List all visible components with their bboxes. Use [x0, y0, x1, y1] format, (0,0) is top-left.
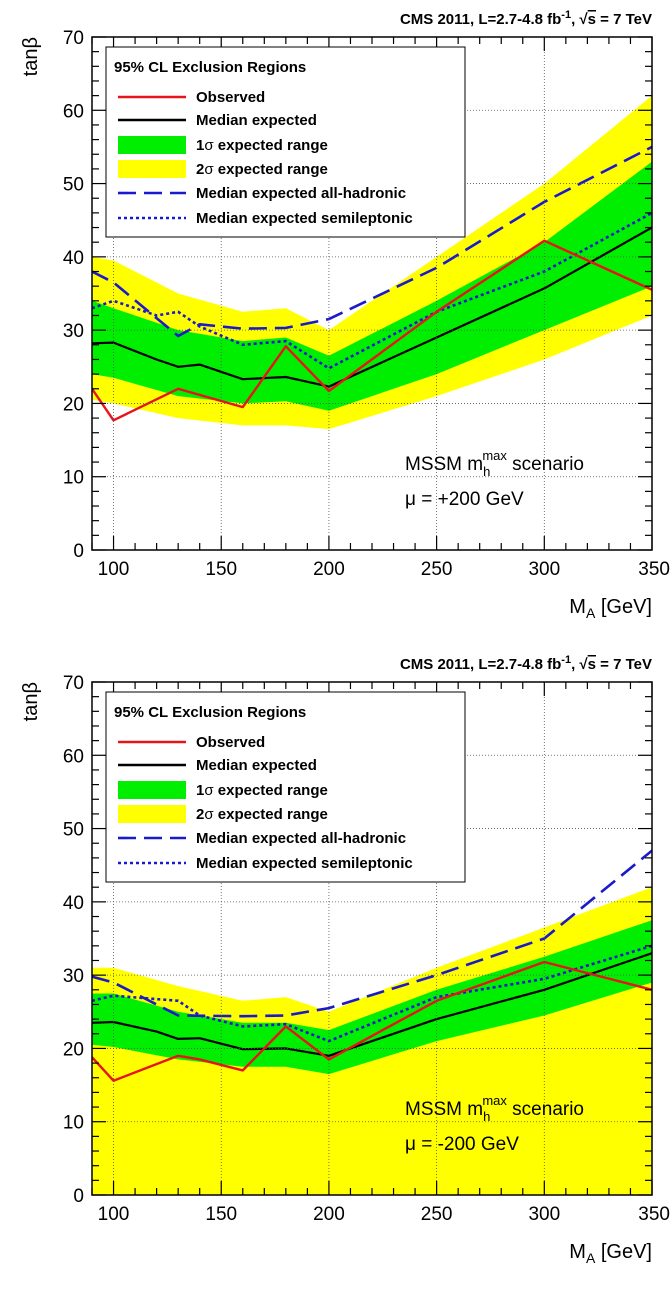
y-tick-label: 40	[63, 893, 84, 914]
x-tick-label: 300	[528, 559, 560, 580]
y-tick-label: 20	[63, 1039, 84, 1060]
mu-annotation: μ = -200 GeV	[405, 1134, 519, 1155]
all-hadronic-line	[92, 145, 652, 338]
legend: 95% CL Exclusion Regions Observed Median e…	[105, 691, 466, 883]
y-tick-label: 20	[63, 394, 84, 415]
legend-row-5-label: Median expected semileptonic	[196, 210, 413, 227]
legend-row-4-label: Median expected all-hadronic	[196, 185, 406, 202]
band-1sigma	[92, 161, 652, 411]
legend-row-2-swatch	[118, 136, 186, 154]
y-tick-label: 60	[63, 101, 84, 122]
x-tick-label: 200	[313, 559, 345, 580]
x-tick-label: 100	[98, 1204, 130, 1225]
y-tick-label: 40	[63, 248, 84, 269]
exclusion-plot-mu-plus-200: 100 150 200 250 300 350 0 10 20 30 40 50 60 70 CMS 201…	[20, 9, 670, 621]
axis-ticks	[91, 36, 653, 551]
legend-row-2-label: 1σ expected range	[196, 137, 328, 154]
semileptonic-line	[92, 211, 652, 370]
observed-line	[92, 239, 652, 422]
x-tick-label: 200	[313, 1204, 345, 1225]
y-tick-label: 60	[63, 746, 84, 767]
x-tick-label: 350	[638, 559, 670, 580]
x-tick-label: 300	[528, 1204, 560, 1225]
legend-row-0-label: Observed	[196, 734, 265, 751]
plot-area	[92, 849, 652, 1195]
y-tick-label: 70	[63, 673, 84, 694]
y-tick-label: 10	[63, 468, 84, 489]
legend-row-0-label: Observed	[196, 89, 265, 106]
y-tick-label: 50	[63, 820, 84, 841]
scenario-annotation: MSSM mhmax scenario	[405, 1093, 584, 1124]
y-tick-label: 70	[63, 28, 84, 49]
plot-header: CMS 2011, L=2.7-4.8 fb-1, √s = 7 TeV	[400, 9, 652, 28]
legend-row-5-label: Median expected semileptonic	[196, 855, 413, 872]
legend-row-4-label: Median expected all-hadronic	[196, 830, 406, 847]
x-axis-title: MA [GeV]	[569, 596, 652, 621]
x-tick-label: 100	[98, 559, 130, 580]
y-axis-title: tanβ	[20, 682, 42, 721]
x-tick-label: 150	[205, 1204, 237, 1225]
observed-line	[92, 960, 652, 1082]
y-axis-title: tanβ	[20, 37, 42, 76]
legend: 95% CL Exclusion Regions Observed Median e…	[105, 46, 466, 238]
mu-annotation: μ = +200 GeV	[405, 489, 524, 510]
y-tick-label: 0	[73, 541, 84, 562]
median-expected-line	[92, 226, 652, 388]
median-expected-line	[92, 952, 652, 1057]
legend-row-3-label: 2σ expected range	[196, 806, 328, 823]
y-tick-label: 10	[63, 1113, 84, 1134]
plot-header: CMS 2011, L=2.7-4.8 fb-1, √s = 7 TeV	[400, 654, 652, 673]
legend-row-2-label: 1σ expected range	[196, 782, 328, 799]
x-axis-title: MA [GeV]	[569, 1241, 652, 1266]
x-tick-label: 350	[638, 1204, 670, 1225]
legend-row-3-swatch	[118, 805, 186, 823]
legend-row-3-swatch	[118, 160, 186, 178]
legend-row-2-swatch	[118, 781, 186, 799]
legend-row-1-label: Median expected	[196, 112, 317, 129]
legend-title: 95% CL Exclusion Regions	[114, 704, 306, 721]
legend-title: 95% CL Exclusion Regions	[114, 59, 306, 76]
y-tick-label: 0	[73, 1186, 84, 1207]
legend-row-3-label: 2σ expected range	[196, 161, 328, 178]
legend-row-1-label: Median expected	[196, 757, 317, 774]
x-tick-label: 250	[421, 559, 453, 580]
y-tick-label: 50	[63, 175, 84, 196]
band-1sigma	[92, 920, 652, 1075]
plot-area	[92, 95, 652, 430]
scenario-annotation: MSSM mhmax scenario	[405, 448, 584, 479]
x-tick-label: 250	[421, 1204, 453, 1225]
y-tick-label: 30	[63, 321, 84, 342]
axis-ticks	[91, 681, 653, 1196]
x-tick-label: 150	[205, 559, 237, 580]
exclusion-plot-mu-minus-200: 100 150 200 250 300 350 0 10 20 30 40 50 60 70 CMS 201…	[20, 654, 670, 1266]
y-tick-label: 30	[63, 966, 84, 987]
